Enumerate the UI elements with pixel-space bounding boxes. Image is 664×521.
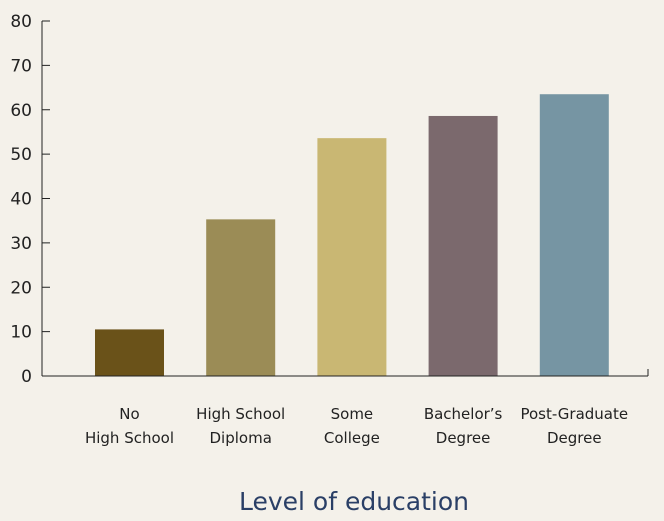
- y-tick-label: 40: [10, 190, 32, 210]
- x-category-label-line: High School: [85, 429, 174, 447]
- bar: [539, 94, 609, 376]
- bar: [206, 219, 276, 376]
- x-category-label-line: Diploma: [210, 429, 272, 447]
- x-category-label-line: College: [324, 429, 380, 447]
- y-tick-label: 50: [10, 145, 32, 165]
- x-category-label: High School Diploma: [196, 405, 285, 447]
- bar: [95, 329, 164, 376]
- y-tick-label: 10: [10, 323, 32, 343]
- x-category-label-line: High School: [196, 405, 285, 423]
- x-category-label-line: Degree: [547, 429, 602, 447]
- y-tick-label: 20: [10, 278, 32, 298]
- y-tick-label: 60: [10, 101, 32, 121]
- y-tick-label: 70: [10, 56, 32, 76]
- x-category-label-line: No: [119, 405, 139, 423]
- x-category-label-line: Degree: [436, 429, 491, 447]
- x-category-label: No High School: [85, 405, 174, 447]
- x-category-label: Post-Graduate Degree: [520, 405, 628, 447]
- x-category-label: Bachelor’s Degree: [424, 405, 503, 447]
- y-axis: 0 10 20 30 40 50 60 70 80: [10, 12, 50, 387]
- x-axis: No High School High School Diploma Some Colle…: [42, 369, 649, 447]
- x-category-label: Some College: [324, 405, 380, 447]
- bar: [317, 138, 387, 376]
- bars: [95, 94, 609, 377]
- y-tick-label: 30: [10, 234, 32, 254]
- x-category-label-line: Bachelor’s: [424, 405, 503, 423]
- y-tick-label: 0: [21, 367, 32, 387]
- x-axis-title: Level of education: [239, 487, 469, 516]
- bar: [428, 115, 498, 377]
- x-category-label-line: Some: [331, 405, 374, 423]
- x-category-label-line: Post-Graduate: [520, 405, 628, 423]
- y-tick-label: 80: [10, 12, 32, 32]
